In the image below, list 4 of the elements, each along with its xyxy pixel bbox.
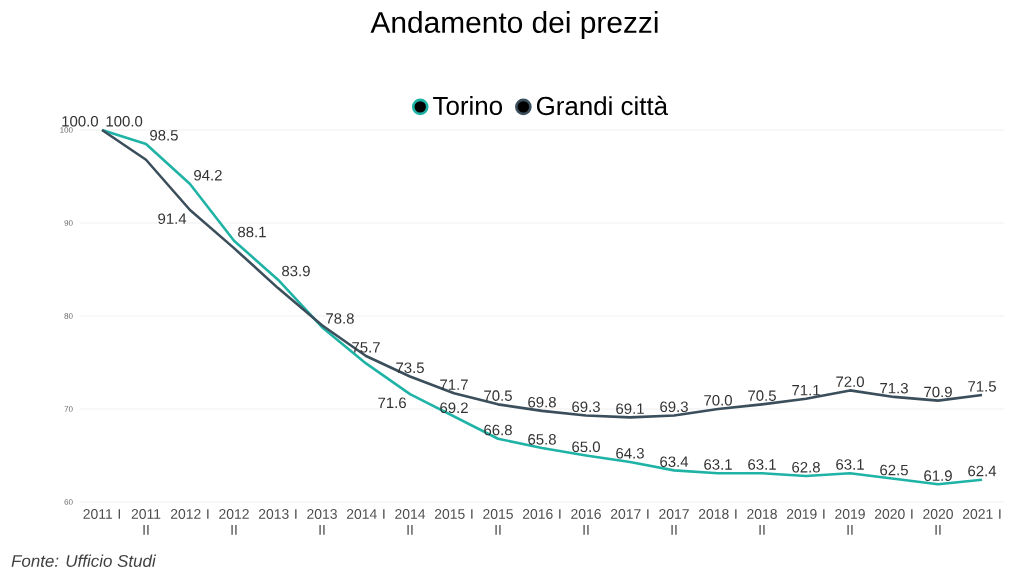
legend-label: Torino — [433, 95, 502, 116]
source-note: Fonte: Ufficio Studi — [11, 554, 157, 567]
chart-title: Andamento dei prezzi — [370, 11, 658, 39]
legend-label: Grandi città — [536, 95, 669, 116]
